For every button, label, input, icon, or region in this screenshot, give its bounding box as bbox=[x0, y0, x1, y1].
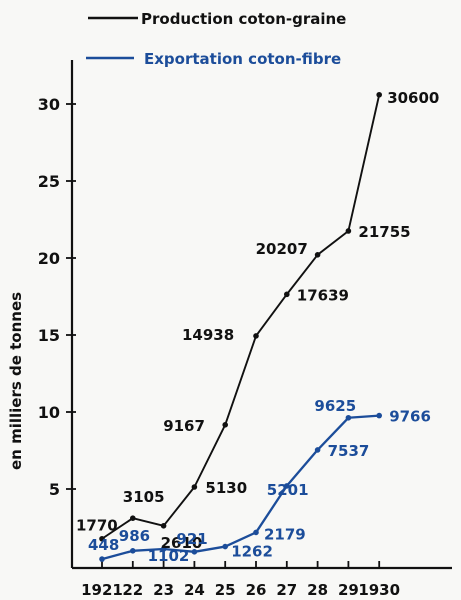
data-point-1-1 bbox=[99, 535, 105, 542]
data-point-2-2 bbox=[130, 548, 136, 554]
x-tick-label: 24 bbox=[184, 581, 205, 599]
x-tick-label: 1921 bbox=[81, 581, 123, 599]
y-axis-title: en milliers de tonnes bbox=[7, 292, 25, 470]
data-point-2-8 bbox=[314, 447, 321, 453]
y-tick-label: 15 bbox=[38, 326, 60, 345]
data-label-2-3: 1102 bbox=[148, 547, 190, 565]
y-tick-label: 25 bbox=[38, 172, 60, 191]
data-point-2-7 bbox=[284, 483, 290, 489]
y-tick-label: 20 bbox=[38, 249, 60, 268]
series-line-1 bbox=[101, 94, 381, 540]
x-tick-label: 28 bbox=[307, 581, 328, 599]
chart-axes: 5 10 15 20 25 30 1921 22 23 24 25 26 27 28 29 1930 en mi… bbox=[7, 60, 452, 599]
x-tick-label: 27 bbox=[276, 581, 297, 599]
x-tick-label: 25 bbox=[215, 581, 236, 599]
data-label-1-6: 14938 bbox=[182, 326, 234, 344]
data-label-2-4: 921 bbox=[176, 530, 207, 548]
data-label-2-6: 2179 bbox=[264, 525, 306, 543]
data-point-1-7 bbox=[284, 291, 290, 298]
legend-label-1: Production coton-graine bbox=[141, 10, 346, 28]
data-label-2-8: 7537 bbox=[328, 442, 370, 460]
legend-label-2: Exportation coton-fibre bbox=[144, 50, 341, 68]
data-label-1-9: 21755 bbox=[358, 223, 410, 241]
data-point-2-9 bbox=[345, 414, 352, 421]
data-point-1-6 bbox=[253, 333, 259, 339]
data-point-1-5 bbox=[222, 422, 228, 428]
data-label-1-4: 5130 bbox=[205, 479, 247, 497]
x-tick-label: 29 bbox=[338, 581, 359, 599]
data-point-2-4 bbox=[191, 549, 198, 555]
chart-series bbox=[99, 91, 383, 562]
data-point-2-6 bbox=[253, 529, 259, 536]
data-label-1-2: 3105 bbox=[123, 488, 165, 506]
data-label-2-10: 9766 bbox=[389, 408, 431, 426]
data-label-2-2: 986 bbox=[119, 527, 150, 545]
data-label-1-7: 17639 bbox=[297, 286, 349, 304]
data-label-2-5: 1262 bbox=[231, 543, 273, 561]
x-tick-label: 1930 bbox=[358, 581, 400, 599]
data-point-1-4 bbox=[191, 484, 198, 490]
y-tick-label: 10 bbox=[38, 403, 60, 422]
data-label-2-7: 5201 bbox=[267, 481, 309, 499]
data-label-2-1: 448 bbox=[88, 536, 119, 554]
data-point-1-10 bbox=[376, 91, 383, 98]
data-label-1-5: 9167 bbox=[163, 417, 205, 435]
x-tick-label: 23 bbox=[153, 581, 174, 599]
data-point-2-3 bbox=[160, 546, 167, 552]
data-label-1-10: 30600 bbox=[387, 89, 439, 107]
data-label-1-1: 1770 bbox=[76, 517, 118, 535]
series-line-2 bbox=[101, 414, 380, 561]
data-point-2-5 bbox=[222, 543, 228, 550]
data-point-1-2 bbox=[130, 515, 136, 521]
x-tick-label: 22 bbox=[122, 581, 143, 599]
data-labels: 1770 3105 2610 5130 9167 14938 17639 20207 21755… bbox=[76, 89, 439, 565]
y-tick-label: 5 bbox=[49, 480, 60, 499]
data-point-1-3 bbox=[160, 523, 167, 529]
y-tick-label: 30 bbox=[38, 95, 60, 114]
data-label-2-9: 9625 bbox=[314, 397, 356, 415]
data-point-2-1 bbox=[99, 556, 105, 562]
data-label-1-8: 20207 bbox=[256, 240, 308, 258]
x-tick-label: 26 bbox=[246, 581, 267, 599]
data-label-1-3: 2610 bbox=[161, 534, 203, 552]
data-point-1-9 bbox=[345, 228, 352, 234]
data-point-2-10 bbox=[376, 412, 383, 419]
data-point-1-8 bbox=[314, 252, 321, 258]
legend: Production coton-graine Exportation coton… bbox=[86, 10, 346, 68]
